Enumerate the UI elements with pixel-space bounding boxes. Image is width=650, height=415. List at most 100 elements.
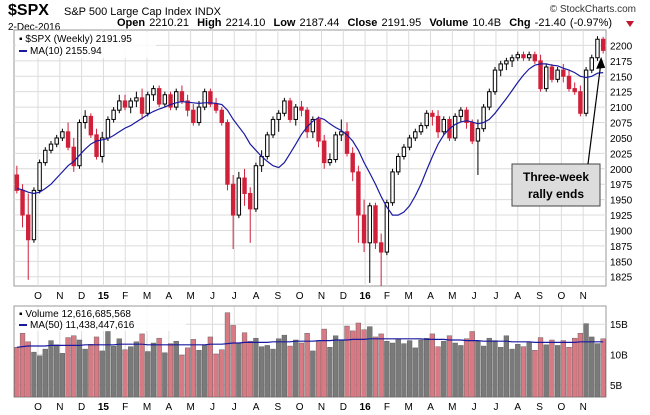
price-tick-label: 1850	[610, 257, 633, 268]
volume-bar	[139, 333, 145, 398]
candle-body	[561, 69, 566, 77]
low-value: 2187.44	[299, 17, 340, 29]
volume-bar	[65, 337, 71, 398]
volume-bar	[361, 329, 367, 398]
volume-bar	[344, 325, 350, 398]
candle-body	[595, 38, 600, 59]
x-tick-label: F	[122, 291, 128, 302]
volume-bar	[19, 333, 26, 398]
price-legend-bg	[16, 32, 156, 58]
candle-body	[452, 115, 458, 139]
volume-bar	[594, 343, 601, 398]
volume-x-tick-label: F	[384, 402, 390, 413]
open-label: Open	[117, 17, 146, 29]
volume-bar	[31, 351, 37, 398]
candle-body	[521, 54, 526, 59]
candle-body	[77, 122, 82, 167]
candle-body	[26, 214, 31, 241]
volume-bar	[572, 337, 578, 398]
volume-bar	[281, 334, 288, 398]
candle-body	[213, 103, 219, 111]
volume-x-tick-label: M	[186, 402, 194, 413]
candle-body	[390, 171, 395, 204]
close-value: 2191.95	[381, 17, 422, 29]
close-label: Close	[347, 17, 378, 29]
volume-bar	[389, 342, 396, 398]
price-plot-area	[13, 29, 607, 287]
volume-bar	[162, 352, 168, 398]
candle-body	[316, 118, 321, 142]
volume-bar	[122, 349, 128, 398]
volume-bar	[560, 340, 566, 398]
candle-body	[458, 109, 464, 117]
candle-body	[401, 146, 407, 157]
volume-legend-ma: MA(50) 11,438,447,616	[30, 320, 135, 331]
candle-body	[265, 134, 270, 157]
x-tick-label: M	[448, 291, 456, 302]
x-tick-label: A	[166, 291, 173, 302]
annotation-arrow-shaft	[587, 60, 602, 165]
volume-bar	[537, 337, 544, 398]
volume-bar	[241, 332, 248, 398]
candle-body	[555, 69, 560, 80]
candle-body	[219, 109, 224, 124]
candle-body	[350, 152, 355, 173]
candle-body	[589, 57, 594, 71]
volume-bar	[213, 353, 219, 398]
price-legend-series: ▪ $SPX (Weekly) 2191.95	[19, 34, 132, 45]
candle-body	[293, 106, 298, 120]
x-tick-label: S	[536, 291, 543, 302]
volume-x-tick-label: F	[122, 402, 128, 413]
candle-body	[117, 100, 122, 111]
volume-bar	[167, 343, 174, 398]
volume-x-tick-label: N	[56, 402, 63, 413]
price-tick-label: 1825	[610, 273, 633, 284]
candle-body	[299, 106, 304, 111]
candle-body	[583, 69, 589, 114]
volume-plot-area	[13, 305, 607, 398]
volume-bar	[230, 325, 236, 398]
exchange: INDX	[194, 6, 221, 18]
price-tick-label: 2125	[610, 88, 633, 99]
volume-bar	[36, 355, 43, 398]
volume-bar	[583, 323, 589, 398]
volume-bar	[76, 339, 83, 398]
x-tick-label: O	[296, 291, 304, 302]
candle-body	[253, 165, 259, 210]
x-tick-label: A	[253, 291, 260, 302]
price-tick-label: 1875	[610, 242, 633, 253]
candle-body	[504, 60, 509, 65]
x-tick-label: A	[427, 291, 434, 302]
low-label: Low	[273, 17, 296, 29]
volume-bar	[566, 347, 572, 398]
volume-bar	[219, 349, 225, 398]
volume-x-tick-label: A	[166, 402, 173, 413]
volume-bar	[332, 335, 339, 398]
symbol: $SPX	[8, 2, 49, 19]
x-tick-label: 16	[360, 291, 372, 302]
volume-panel: O N D 15 F M A M J J A S O N D 16 F M A M J J A S O N 5B 10B 15B ▪ Vo…	[13, 305, 628, 413]
candle-body	[384, 202, 390, 253]
volume-bar	[498, 347, 504, 398]
price-tick-label: 1975	[610, 180, 633, 191]
volume-x-tick-label: D	[78, 402, 85, 413]
x-tick-label: M	[186, 291, 194, 302]
annotation-box	[511, 163, 601, 207]
volume-bar	[293, 339, 299, 398]
volume-x-tick-label: 16	[360, 402, 372, 413]
candle-body	[361, 214, 367, 244]
down-arrow-icon	[626, 21, 634, 27]
candle-body	[481, 106, 486, 130]
volume-bar	[418, 339, 424, 398]
candle-body	[37, 162, 42, 191]
volume-x-tick-label: A	[514, 402, 521, 413]
candle-body	[572, 88, 577, 93]
volume-bar	[600, 338, 606, 398]
volume-bar	[133, 341, 140, 398]
volume-bar	[287, 345, 293, 398]
x-tick-label: 15	[98, 291, 110, 302]
volume-bar	[338, 340, 344, 398]
volume-bar	[452, 342, 458, 398]
x-tick-label: N	[318, 291, 325, 302]
